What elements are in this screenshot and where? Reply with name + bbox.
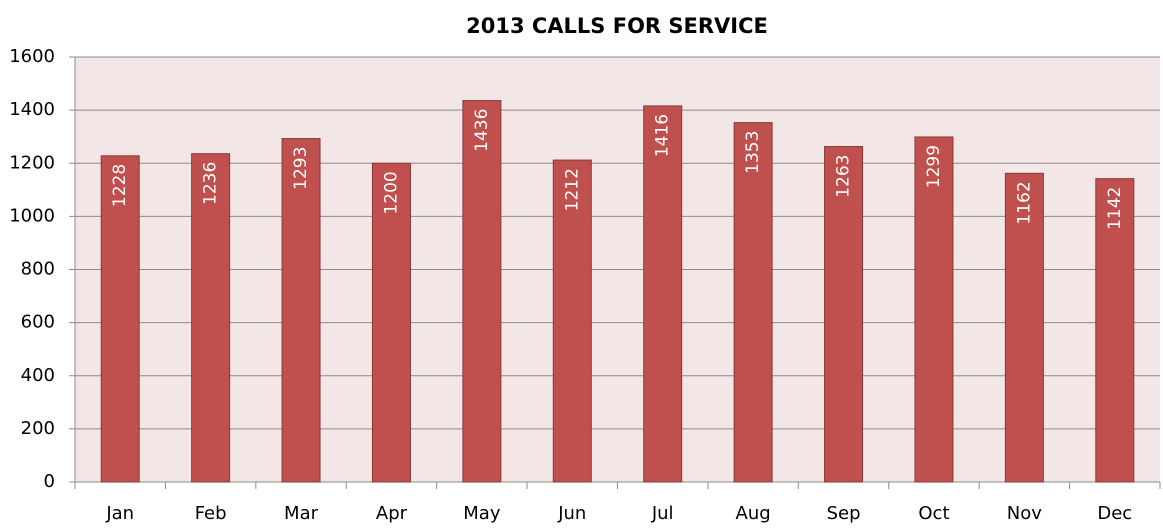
- y-tick-label: 400: [21, 365, 55, 386]
- bar: [371, 162, 411, 483]
- bar: [100, 155, 140, 483]
- bar: [552, 159, 592, 483]
- y-tick-label: 600: [21, 312, 55, 333]
- data-label: 1263: [834, 155, 854, 198]
- x-tick-label: Dec: [1097, 503, 1132, 524]
- data-label: 1353: [743, 131, 763, 174]
- y-tick-label: 800: [21, 259, 55, 280]
- y-tick-label: 200: [21, 418, 55, 439]
- data-label: 1416: [653, 114, 673, 157]
- bar: [1004, 172, 1044, 483]
- y-tick-label: 1600: [9, 46, 55, 67]
- data-label: 1436: [472, 109, 492, 152]
- data-label: 1142: [1105, 187, 1125, 230]
- data-label: 1200: [381, 171, 401, 214]
- x-tick-label: Jun: [557, 503, 586, 524]
- bar: [191, 153, 231, 483]
- data-label: 1228: [110, 164, 130, 207]
- x-tick-label: May: [463, 503, 501, 524]
- data-label: 1212: [562, 168, 582, 211]
- x-tick-label: Nov: [1007, 503, 1042, 524]
- x-tick-label: Aug: [736, 503, 771, 524]
- bar: [462, 100, 502, 483]
- y-tick-label: 1200: [9, 152, 55, 173]
- data-label: 1299: [924, 145, 944, 188]
- bar: [914, 136, 954, 483]
- bar: [824, 146, 864, 483]
- data-label: 1236: [201, 162, 221, 205]
- bar: [733, 122, 773, 483]
- bar: [281, 138, 321, 483]
- x-tick-label: Sep: [827, 503, 861, 524]
- x-tick-label: Mar: [284, 503, 319, 524]
- y-tick-label: 1400: [9, 99, 55, 120]
- data-label: 1162: [1014, 181, 1034, 224]
- x-tick-label: Oct: [918, 503, 949, 524]
- x-tick-label: Jul: [651, 503, 674, 524]
- y-tick-label: 1000: [9, 205, 55, 226]
- chart-title: 2013 CALLS FOR SERVICE: [466, 14, 768, 38]
- bar: [643, 105, 683, 483]
- data-label: 1293: [291, 147, 311, 190]
- y-tick-label: 0: [44, 471, 55, 492]
- x-tick-label: Feb: [195, 503, 227, 524]
- bar: [1095, 178, 1135, 483]
- x-tick-label: Jan: [105, 503, 134, 524]
- x-tick-label: Apr: [376, 503, 408, 524]
